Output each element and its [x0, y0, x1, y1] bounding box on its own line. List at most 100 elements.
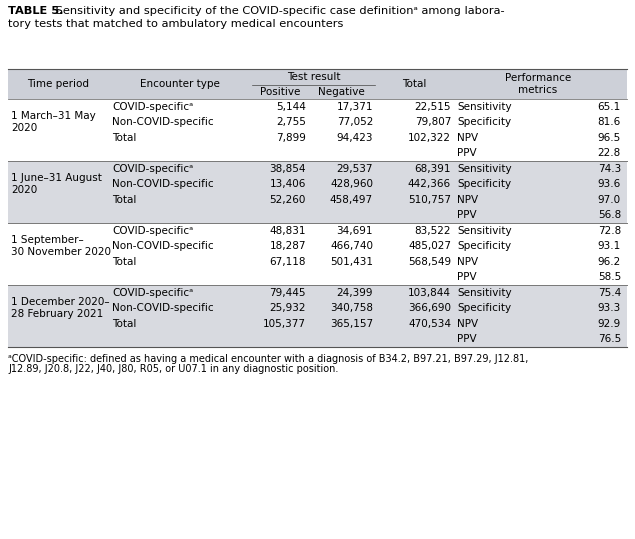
- Text: 466,740: 466,740: [330, 241, 373, 251]
- Text: 76.5: 76.5: [598, 334, 621, 344]
- Text: Performance
metrics: Performance metrics: [505, 73, 571, 95]
- Text: Sensitivity: Sensitivity: [457, 288, 512, 298]
- Text: 442,366: 442,366: [408, 179, 451, 189]
- Text: Specificity: Specificity: [457, 241, 511, 251]
- Text: 74.3: 74.3: [598, 164, 621, 174]
- Text: tory tests that matched to ambulatory medical encounters: tory tests that matched to ambulatory me…: [8, 19, 344, 29]
- Text: COVID-specificᵃ: COVID-specificᵃ: [112, 164, 193, 174]
- Text: 340,758: 340,758: [330, 303, 373, 313]
- Text: Non-COVID-specific: Non-COVID-specific: [112, 179, 213, 189]
- Text: COVID-specificᵃ: COVID-specificᵃ: [112, 226, 193, 236]
- Text: 93.6: 93.6: [598, 179, 621, 189]
- Text: Negative: Negative: [318, 87, 365, 98]
- Text: PPV: PPV: [457, 334, 477, 344]
- Text: Test result: Test result: [287, 72, 340, 82]
- Text: 79,445: 79,445: [269, 288, 306, 298]
- Text: 470,534: 470,534: [408, 319, 451, 329]
- Text: 56.8: 56.8: [598, 210, 621, 220]
- Text: 105,377: 105,377: [263, 319, 306, 329]
- Text: Non-COVID-specific: Non-COVID-specific: [112, 118, 213, 127]
- Text: 58.5: 58.5: [598, 272, 621, 282]
- Text: 24,399: 24,399: [337, 288, 373, 298]
- Text: 1 March–31 May
2020: 1 March–31 May 2020: [11, 111, 96, 134]
- Text: J12.89, J20.8, J22, J40, J80, R05, or U07.1 in any diagnostic position.: J12.89, J20.8, J22, J40, J80, R05, or U0…: [8, 364, 338, 374]
- Text: 2,755: 2,755: [276, 118, 306, 127]
- Text: 13,406: 13,406: [270, 179, 306, 189]
- Text: 1 June–31 August
2020: 1 June–31 August 2020: [11, 173, 102, 196]
- Text: Specificity: Specificity: [457, 179, 511, 189]
- Text: 1 December 2020–
28 February 2021: 1 December 2020– 28 February 2021: [11, 297, 110, 320]
- Text: 501,431: 501,431: [330, 257, 373, 267]
- Text: 22.8: 22.8: [598, 148, 621, 158]
- Text: 92.9: 92.9: [598, 319, 621, 329]
- Text: PPV: PPV: [457, 272, 477, 282]
- Text: 458,497: 458,497: [330, 195, 373, 205]
- Text: Non-COVID-specific: Non-COVID-specific: [112, 241, 213, 251]
- Text: 485,027: 485,027: [408, 241, 451, 251]
- Text: Total: Total: [112, 319, 137, 329]
- Text: 97.0: 97.0: [598, 195, 621, 205]
- Text: Total: Total: [112, 195, 137, 205]
- Text: 48,831: 48,831: [269, 226, 306, 236]
- Text: Sensitivity: Sensitivity: [457, 164, 512, 174]
- Text: 72.8: 72.8: [598, 226, 621, 236]
- Text: 96.2: 96.2: [598, 257, 621, 267]
- Bar: [8, 223, 627, 285]
- Text: 93.3: 93.3: [598, 303, 621, 313]
- Text: 22,515: 22,515: [415, 102, 451, 112]
- Text: 1 September–
30 November 2020: 1 September– 30 November 2020: [11, 235, 111, 258]
- Text: Total: Total: [112, 257, 137, 267]
- Text: 52,260: 52,260: [270, 195, 306, 205]
- Text: Total: Total: [112, 133, 137, 143]
- Text: NPV: NPV: [457, 319, 478, 329]
- Text: 366,690: 366,690: [408, 303, 451, 313]
- Text: Total: Total: [402, 79, 426, 89]
- Text: Specificity: Specificity: [457, 118, 511, 127]
- Text: Non-COVID-specific: Non-COVID-specific: [112, 303, 213, 313]
- Text: 102,322: 102,322: [408, 133, 451, 143]
- Text: Encounter type: Encounter type: [140, 79, 220, 89]
- Text: 77,052: 77,052: [337, 118, 373, 127]
- Text: 17,371: 17,371: [337, 102, 373, 112]
- Text: 81.6: 81.6: [598, 118, 621, 127]
- Bar: [8, 161, 627, 223]
- Text: COVID-specificᵃ: COVID-specificᵃ: [112, 288, 193, 298]
- Text: PPV: PPV: [457, 148, 477, 158]
- Text: 29,537: 29,537: [337, 164, 373, 174]
- Bar: [8, 99, 627, 161]
- Text: 428,960: 428,960: [330, 179, 373, 189]
- Text: Specificity: Specificity: [457, 303, 511, 313]
- Text: 65.1: 65.1: [598, 102, 621, 112]
- Text: COVID-specificᵃ: COVID-specificᵃ: [112, 102, 193, 112]
- Text: Sensitivity: Sensitivity: [457, 226, 512, 236]
- Bar: [8, 285, 627, 347]
- Text: 18,287: 18,287: [269, 241, 306, 251]
- Text: 83,522: 83,522: [415, 226, 451, 236]
- Text: 568,549: 568,549: [408, 257, 451, 267]
- Text: NPV: NPV: [457, 195, 478, 205]
- Text: PPV: PPV: [457, 210, 477, 220]
- Text: 67,118: 67,118: [269, 257, 306, 267]
- Text: Sensitivity and specificity of the COVID-specific case definitionᵃ among labora-: Sensitivity and specificity of the COVID…: [52, 6, 505, 16]
- Bar: [8, 69, 627, 99]
- Text: 79,807: 79,807: [415, 118, 451, 127]
- Text: Positive: Positive: [260, 87, 300, 98]
- Text: 68,391: 68,391: [415, 164, 451, 174]
- Text: 38,854: 38,854: [269, 164, 306, 174]
- Text: NPV: NPV: [457, 257, 478, 267]
- Text: 25,932: 25,932: [269, 303, 306, 313]
- Text: NPV: NPV: [457, 133, 478, 143]
- Text: 5,144: 5,144: [276, 102, 306, 112]
- Text: 34,691: 34,691: [337, 226, 373, 236]
- Text: Sensitivity: Sensitivity: [457, 102, 512, 112]
- Text: TABLE 5.: TABLE 5.: [8, 6, 64, 16]
- Text: 96.5: 96.5: [598, 133, 621, 143]
- Text: 7,899: 7,899: [276, 133, 306, 143]
- Text: 75.4: 75.4: [598, 288, 621, 298]
- Text: 510,757: 510,757: [408, 195, 451, 205]
- Text: 94,423: 94,423: [337, 133, 373, 143]
- Text: 103,844: 103,844: [408, 288, 451, 298]
- Text: ᵃCOVID-specific: defined as having a medical encounter with a diagnosis of B34.2: ᵃCOVID-specific: defined as having a med…: [8, 354, 528, 364]
- Text: Time period: Time period: [27, 79, 89, 89]
- Text: 93.1: 93.1: [598, 241, 621, 251]
